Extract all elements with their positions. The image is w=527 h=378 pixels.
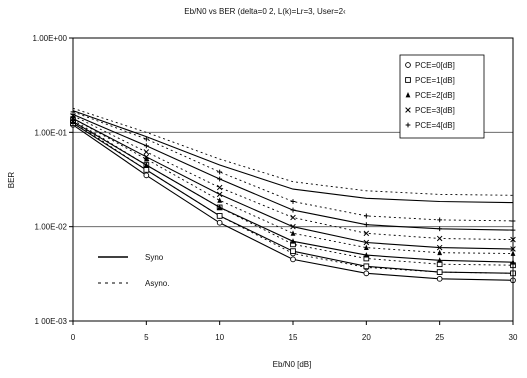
y-tick-label: 1.00E-01 [35, 128, 68, 137]
x-tick-label: 20 [362, 333, 371, 342]
data-point-plus [363, 222, 369, 228]
legend-label: PCE=1[dB] [415, 76, 455, 85]
x-tick-label: 30 [509, 333, 518, 342]
x-tick-label: 0 [71, 333, 76, 342]
data-point-circle [143, 172, 150, 179]
data-point-circle [405, 62, 411, 68]
series-6 [72, 107, 514, 204]
data-point-plus [405, 122, 411, 128]
data-point-triangle [405, 92, 411, 98]
data-point-plus [437, 217, 443, 223]
data-point-square [143, 167, 150, 173]
series-line-async [72, 107, 514, 196]
data-point-triangle [437, 257, 443, 263]
y-tick-label: 1 00E-03 [35, 317, 68, 326]
x-tick-label: 15 [289, 333, 298, 342]
y-tick-label: 1.00E-02 [35, 223, 68, 232]
series-3 [70, 115, 516, 265]
data-point-plus [217, 169, 223, 175]
series-4 [70, 112, 516, 252]
data-point-square [436, 269, 443, 275]
data-point-plus [217, 176, 223, 182]
legend-label: PCE=4[dB] [415, 121, 455, 130]
data-point-triangle [363, 252, 369, 258]
y-tick-label: 1.00E+00 [33, 34, 68, 43]
data-point-plus [437, 226, 443, 232]
data-point-square [363, 263, 370, 270]
data-point-plus [143, 143, 149, 149]
data-point-x [436, 244, 443, 251]
x-axis-label: Eb/N0 [dB] [273, 360, 312, 369]
data-point-circle [436, 275, 443, 282]
x-tick-label: 10 [215, 333, 224, 342]
data-point-x [290, 214, 296, 221]
data-point-plus [363, 213, 369, 219]
data-point-triangle [143, 156, 149, 162]
data-point-circle [290, 256, 296, 263]
data-point-x [290, 223, 296, 230]
data-point-plus [143, 136, 149, 142]
data-point-plus [290, 199, 296, 204]
y-axis: 1.00E+00 1.00E-01 1.00E-02 1 00E-03 [33, 34, 73, 326]
data-point-x [363, 230, 370, 237]
data-point-x [436, 235, 443, 242]
legend-label: PCE=3[dB] [415, 106, 455, 115]
data-point-square [405, 77, 411, 83]
data-point-x [216, 191, 223, 198]
data-point-triangle [363, 244, 369, 250]
data-point-square [216, 213, 223, 219]
line-style-label: Syno [145, 253, 164, 262]
legend-label: PCE=0[dB] [415, 61, 455, 70]
data-point-plus [290, 207, 296, 213]
data-point-triangle [217, 204, 223, 210]
data-point-x [143, 154, 150, 160]
legend-box [399, 54, 485, 139]
data-point-triangle [437, 249, 443, 256]
data-point-circle [216, 219, 223, 226]
chart-title: Eb/N0 vs BER (delta=0 2, L(k)=Lr=3, User… [184, 7, 346, 16]
line-style-legend: Syno Asyno. [98, 253, 169, 288]
data-point-triangle [217, 197, 223, 203]
x-tick-label: 5 [144, 333, 149, 342]
legend: PCE=0[dB] PCE=1[dB] PCE=2[dB] PCE=3[dB] PCE=… [399, 54, 485, 139]
data-point-square [290, 248, 296, 255]
data-point-x [405, 107, 411, 113]
data-point-triangle [143, 162, 149, 168]
legend-label: PCE=2[dB] [415, 91, 455, 100]
data-point-x [363, 239, 370, 246]
grid [73, 131, 513, 228]
data-point-circle [363, 270, 370, 277]
x-axis: 0 5 10 15 20 25 30 [71, 321, 518, 342]
line-style-label: Asyno. [145, 279, 169, 288]
data-point-triangle [290, 238, 296, 244]
series-line-sync [72, 110, 514, 204]
data-point-x [216, 184, 223, 191]
data-point-triangle [290, 230, 296, 236]
x-tick-label: 25 [435, 333, 444, 342]
data-point-x [143, 149, 150, 155]
series-group [70, 107, 516, 284]
y-axis-label: BER [7, 172, 16, 189]
plot-frame [72, 37, 514, 322]
